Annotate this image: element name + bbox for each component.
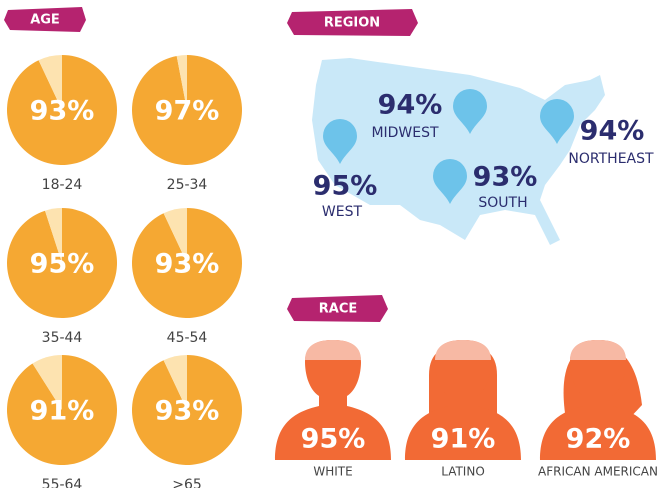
race-badge <box>287 295 388 322</box>
age-percent: 95% <box>30 249 95 280</box>
age-label: >65 <box>172 477 202 488</box>
pie-main <box>6 55 118 165</box>
pie-main <box>7 208 118 319</box>
pie-rest <box>163 208 187 263</box>
pin <box>433 159 467 204</box>
race-percent: 92% <box>566 424 631 455</box>
pin <box>453 89 487 134</box>
head-top <box>570 340 626 360</box>
region-percent: 94% <box>580 116 645 147</box>
body <box>405 340 521 460</box>
age-percent: 97% <box>155 96 220 127</box>
region-label: WEST <box>322 204 363 220</box>
age-label: 18-24 <box>42 177 83 193</box>
age-label: 55-64 <box>42 477 83 488</box>
region-title: REGION <box>324 16 380 31</box>
race-percent: 95% <box>301 424 366 455</box>
region-percent: 94% <box>378 90 443 121</box>
age-label: 25-34 <box>167 177 208 193</box>
region-badge <box>287 9 418 36</box>
region-percent: 93% <box>473 162 538 193</box>
age-label: 35-44 <box>42 330 83 346</box>
us-map <box>312 58 605 245</box>
race-title: RACE <box>319 302 358 317</box>
age-percent: 91% <box>30 396 95 427</box>
pie-main <box>131 208 242 319</box>
body <box>275 340 391 460</box>
region-label: SOUTH <box>478 195 527 211</box>
body <box>540 340 656 460</box>
pie-main <box>132 55 243 165</box>
pie-rest <box>45 208 62 263</box>
age-title: AGE <box>30 13 60 28</box>
pie-rest <box>163 355 187 410</box>
race-label: WHITE <box>313 465 352 479</box>
region-label: NORTHEAST <box>568 151 654 167</box>
age-percent: 93% <box>155 396 220 427</box>
head-top <box>305 340 361 360</box>
pie-rest <box>32 355 62 410</box>
region-label: MIDWEST <box>371 125 439 141</box>
pin <box>323 119 357 164</box>
head-top <box>435 340 491 360</box>
age-label: 45-54 <box>167 330 208 346</box>
race-label: AFRICAN AMERICAN <box>538 465 658 479</box>
race-percent: 91% <box>431 424 496 455</box>
pin <box>540 99 574 144</box>
race-label: LATINO <box>441 465 485 479</box>
age-percent: 93% <box>155 249 220 280</box>
pie-main <box>131 355 242 465</box>
pie-rest <box>176 55 187 110</box>
pie-rest <box>38 55 62 110</box>
age-percent: 93% <box>30 96 95 127</box>
pie-main <box>6 355 117 465</box>
region-percent: 95% <box>313 171 378 202</box>
age-badge <box>4 7 86 32</box>
